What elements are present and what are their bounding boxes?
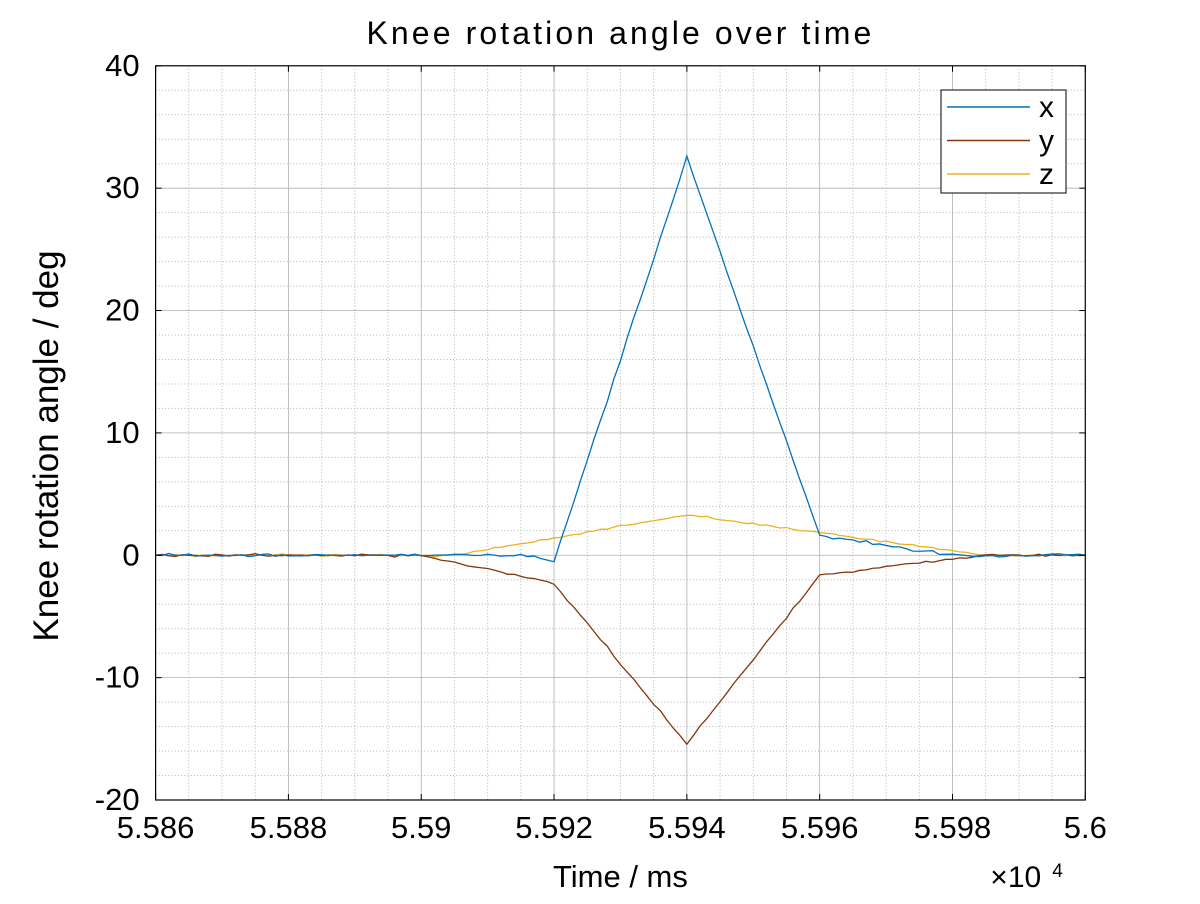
svg-text:z: z — [1039, 158, 1054, 191]
svg-text:20: 20 — [105, 293, 139, 328]
svg-text:30: 30 — [105, 170, 139, 205]
svg-text:5.6: 5.6 — [1064, 810, 1107, 845]
svg-text:5.592: 5.592 — [515, 810, 593, 845]
svg-text:5.59: 5.59 — [391, 810, 451, 845]
svg-text:Knee rotation angle over time: Knee rotation angle over time — [366, 15, 874, 51]
svg-text:x: x — [1039, 91, 1054, 124]
svg-text:10: 10 — [105, 415, 139, 450]
svg-text:4: 4 — [1052, 861, 1063, 882]
svg-text:Time / ms: Time / ms — [553, 859, 688, 894]
svg-text:y: y — [1039, 125, 1054, 158]
svg-text:Knee rotation angle / deg: Knee rotation angle / deg — [27, 250, 66, 641]
svg-text:-20: -20 — [95, 782, 140, 817]
svg-text:5.588: 5.588 — [250, 810, 328, 845]
svg-text:-10: -10 — [95, 660, 140, 695]
svg-text:40: 40 — [105, 48, 139, 83]
svg-text:5.596: 5.596 — [781, 810, 859, 845]
svg-text:0: 0 — [122, 537, 139, 572]
svg-text:5.594: 5.594 — [648, 810, 726, 845]
svg-text:5.598: 5.598 — [914, 810, 992, 845]
svg-text:×10: ×10 — [990, 861, 1041, 894]
